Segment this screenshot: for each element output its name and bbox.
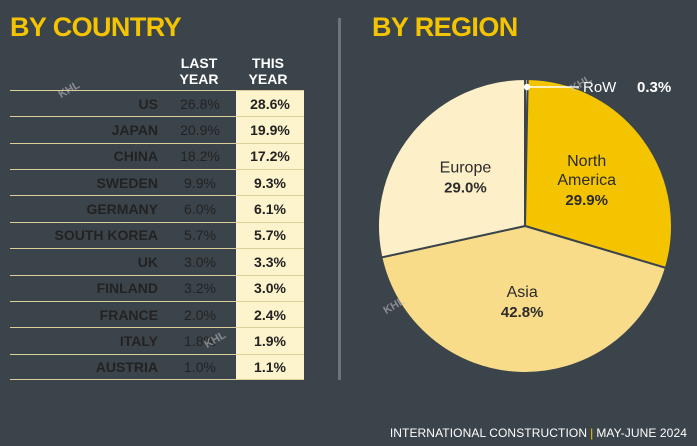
pie-slice-europe [377, 77, 526, 259]
this-year-value: 3.3% [254, 253, 286, 270]
slice-label: North [567, 153, 606, 170]
pie-slice-north-america [523, 78, 673, 270]
table-row: UK 3.0% 3.3% [10, 248, 304, 274]
table-row: GERMANY 6.0% 6.1% [10, 195, 304, 221]
table-row: FINLAND 3.2% 3.0% [10, 274, 304, 301]
region-pie-chart: North America 29.9% Asia 42.8% Europe 29.0% RoW… [377, 77, 673, 374]
this-year-value: 1.9% [254, 332, 286, 349]
last-year-value: 1.0% [184, 358, 216, 375]
table-row: SOUTH KOREA 5.7% 5.7% [10, 221, 304, 248]
slice-value: 29.0% [444, 180, 487, 197]
slice-value: 42.8% [501, 304, 544, 321]
country-name: SOUTH KOREA [54, 227, 158, 244]
table-row: ITALY 1.8% 1.9% [10, 327, 304, 353]
country-name: FINLAND [96, 280, 158, 297]
slice-label: Europe [440, 160, 492, 177]
country-name: ITALY [119, 332, 158, 349]
this-year-value: 6.1% [254, 201, 286, 218]
last-year-value: 9.9% [184, 174, 216, 191]
last-year-value: 1.8% [184, 332, 216, 349]
last-year-value: 5.7% [184, 227, 216, 244]
table-row: CHINA 18.2% 17.2% [10, 142, 304, 169]
slice-value: 29.9% [565, 192, 608, 209]
footer-separator: | [590, 426, 594, 440]
last-year-value: 2.0% [184, 306, 216, 323]
last-year-value: 3.2% [184, 280, 216, 297]
by-region-heading: BY REGION [372, 12, 518, 42]
footer-credit: INTERNATIONAL CONSTRUCTION | MAY-JUNE 2024 [390, 426, 687, 440]
table-row: FRANCE 2.0% 2.4% [10, 300, 304, 327]
table-row: AUSTRIA 1.0% 1.1% [10, 353, 304, 380]
country-name: AUSTRIA [95, 358, 158, 375]
table-row: JAPAN 20.9% 19.9% [10, 116, 304, 142]
table-row: US 26.8% 28.6% [10, 90, 304, 116]
this-year-column-highlight [236, 90, 304, 380]
country-name: UK [137, 253, 158, 270]
pie-slice-asia [380, 224, 668, 374]
row-label: RoW [583, 79, 617, 96]
slice-label: Asia [507, 284, 538, 301]
this-year-value: 19.9% [250, 122, 290, 139]
last-year-header: LAST YEAR [179, 55, 219, 87]
country-name: US [138, 95, 158, 112]
country-name: FRANCE [99, 306, 158, 323]
this-year-value: 28.6% [250, 95, 290, 112]
this-year-value: 3.0% [254, 280, 286, 297]
this-year-value: 2.4% [254, 306, 286, 323]
country-name: CHINA [113, 148, 158, 165]
last-year-value: 6.0% [184, 201, 216, 218]
last-year-value: 20.9% [180, 122, 220, 139]
this-year-value: 1.1% [254, 358, 286, 375]
last-year-value: 3.0% [184, 253, 216, 270]
country-table: US 26.8% 28.6% JAPAN 20.9% 19.9% CHINA 18.2% 17.… [10, 90, 304, 380]
country-name: GERMANY [86, 201, 158, 218]
this-year-value: 5.7% [254, 227, 286, 244]
table-row: SWEDEN 9.9% 9.3% [10, 169, 304, 195]
issue-date: MAY-JUNE 2024 [596, 426, 687, 440]
by-country-heading: BY COUNTRY [10, 12, 182, 42]
country-name: JAPAN [111, 122, 158, 139]
this-year-header: THIS YEAR [248, 55, 288, 87]
last-year-value: 26.8% [180, 95, 220, 112]
last-year-value: 18.2% [180, 148, 220, 165]
this-year-value: 17.2% [250, 148, 290, 165]
section-divider [338, 18, 341, 380]
row-value: 0.3% [637, 79, 671, 96]
this-year-value: 9.3% [254, 174, 286, 191]
publication-name: INTERNATIONAL CONSTRUCTION [389, 426, 588, 440]
country-name: SWEDEN [96, 174, 158, 191]
slice-label: America [557, 172, 616, 189]
